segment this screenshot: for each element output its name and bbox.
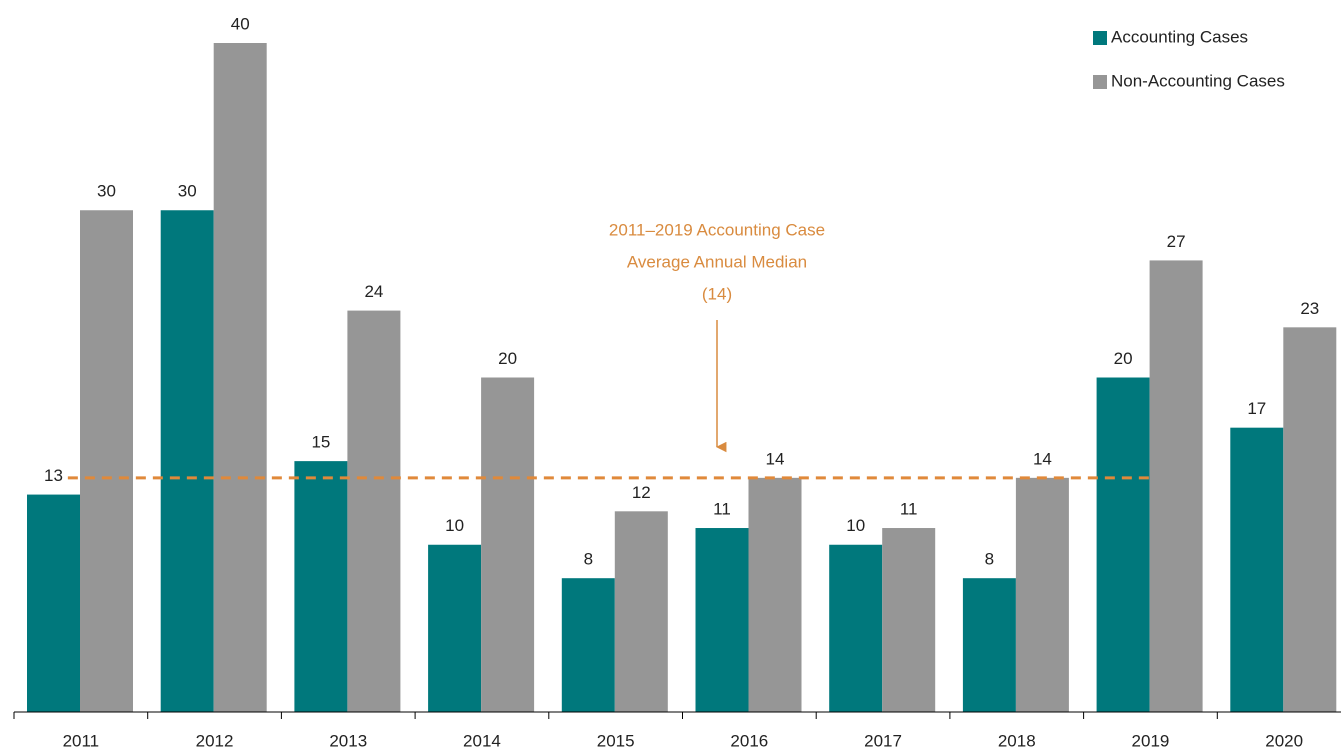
x-tick-label: 2013 xyxy=(329,731,367,750)
bar xyxy=(80,210,133,712)
annotation-value: (14) xyxy=(702,284,732,303)
value-label: 30 xyxy=(97,182,116,201)
x-tick-label: 2015 xyxy=(597,731,635,750)
annotation: 2011–2019 Accounting Case xyxy=(609,220,825,239)
bar xyxy=(1149,260,1203,712)
annotation: Average Annual Median xyxy=(627,252,807,271)
bar xyxy=(481,377,535,712)
bar xyxy=(347,310,401,712)
x-tick-label: 2017 xyxy=(864,731,902,750)
value-label: 40 xyxy=(231,14,250,33)
value-label: 14 xyxy=(766,449,785,468)
bar xyxy=(213,43,267,712)
value-label: 11 xyxy=(900,500,918,519)
x-tick-label: 2014 xyxy=(463,731,501,750)
bar xyxy=(614,511,668,712)
bar xyxy=(428,544,482,712)
x-tick-label: 2018 xyxy=(998,731,1036,750)
value-label: 20 xyxy=(1114,349,1133,368)
x-tick-label: 2011 xyxy=(63,731,100,750)
legend-label: Non-Accounting Cases xyxy=(1111,71,1285,90)
bar xyxy=(1230,427,1284,712)
value-label: 14 xyxy=(1033,449,1052,468)
x-tick-label: 2019 xyxy=(1132,731,1170,750)
value-label: 10 xyxy=(846,516,865,535)
bar xyxy=(1096,377,1150,712)
value-label: 15 xyxy=(311,433,330,452)
x-tick-label: 2012 xyxy=(196,731,234,750)
bar xyxy=(27,494,80,712)
bar xyxy=(829,544,883,712)
value-label: 20 xyxy=(498,349,517,368)
legend-swatch xyxy=(1093,31,1107,45)
value-label: 17 xyxy=(1247,399,1266,418)
x-tick-label: 2020 xyxy=(1265,731,1303,750)
value-label: 13 xyxy=(44,466,63,485)
bar xyxy=(561,578,615,712)
value-label: 11 xyxy=(713,500,731,519)
value-label: 30 xyxy=(178,182,197,201)
bar xyxy=(1015,477,1069,712)
bar xyxy=(962,578,1016,712)
value-label: 10 xyxy=(445,516,464,535)
value-label: 12 xyxy=(632,483,651,502)
value-label: 24 xyxy=(364,282,383,301)
bar xyxy=(160,210,214,712)
value-label: 8 xyxy=(584,550,593,569)
value-label: 8 xyxy=(985,550,994,569)
bar xyxy=(748,477,802,712)
bar xyxy=(882,528,936,712)
bar xyxy=(695,528,749,712)
legend-label: Accounting Cases xyxy=(1111,27,1248,46)
bar xyxy=(294,461,348,712)
bar xyxy=(1283,327,1337,712)
value-label: 27 xyxy=(1167,232,1186,251)
x-tick-label: 2016 xyxy=(730,731,768,750)
legend-swatch xyxy=(1093,75,1107,89)
value-label: 23 xyxy=(1300,299,1319,318)
